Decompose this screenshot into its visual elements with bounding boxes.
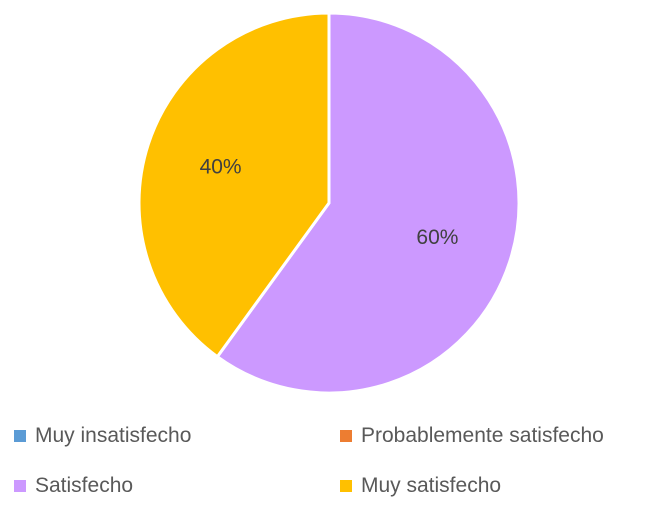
legend-item-muy-insatisfecho: Muy insatisfecho xyxy=(14,424,191,448)
legend-item-satisfecho: Satisfecho xyxy=(14,474,133,498)
data-label: 60% xyxy=(416,226,458,249)
legend: Muy insatisfecho Probablemente satisfech… xyxy=(0,420,662,511)
data-label: 40% xyxy=(200,155,242,178)
legend-swatch xyxy=(340,480,352,492)
legend-label: Muy satisfecho xyxy=(361,474,502,497)
pie-slice-satisfecho xyxy=(215,11,521,395)
legend-label: Probablemente satisfecho xyxy=(361,424,604,447)
legend-swatch xyxy=(340,430,352,442)
legend-swatch xyxy=(14,430,26,442)
pie-chart: 60% 40% xyxy=(137,11,521,395)
legend-item-probablemente-satisfecho: Probablemente satisfecho xyxy=(340,424,604,448)
legend-label: Muy insatisfecho xyxy=(35,424,192,447)
legend-swatch xyxy=(14,480,26,492)
legend-item-muy-satisfecho: Muy satisfecho xyxy=(340,474,501,498)
legend-label: Satisfecho xyxy=(35,474,134,497)
pie-slice-muy-satisfecho xyxy=(137,11,331,359)
